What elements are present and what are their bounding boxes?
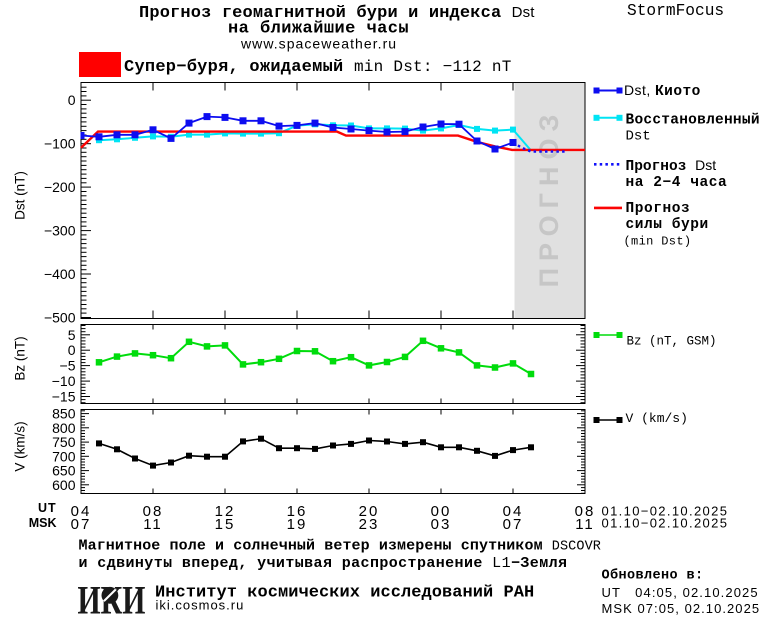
svg-text:ПРОГНОЗ: ПРОГНОЗ	[534, 108, 564, 288]
svg-text:0: 0	[68, 342, 76, 358]
svg-text:и сдвинуты вперед, учитывая ра: и сдвинуты вперед, учитывая распростране…	[79, 555, 568, 572]
svg-text:−5: −5	[60, 358, 76, 374]
svg-text:iki.cosmos.ru: iki.cosmos.ru	[156, 598, 245, 613]
svg-text:03: 03	[431, 516, 452, 533]
svg-text:V (km/s): V (km/s)	[13, 421, 28, 471]
svg-text:Dst, Киото: Dst, Киото	[624, 82, 701, 100]
svg-text:07: 07	[71, 516, 92, 533]
svg-text:MSK 07:05, 02.10.2025: MSK 07:05, 02.10.2025	[602, 601, 760, 616]
svg-text:Прогноз Dst: Прогноз Dst	[626, 157, 717, 175]
svg-text:5: 5	[68, 327, 76, 343]
svg-text:на 2−4 часа: на 2−4 часа	[626, 175, 728, 191]
svg-text:23: 23	[359, 516, 380, 533]
svg-text:Bz (nT, GSM): Bz (nT, GSM)	[627, 335, 717, 349]
svg-text:15: 15	[215, 516, 236, 533]
svg-text:Магнитное поле и солнечный вет: Магнитное поле и солнечный ветер измерен…	[79, 538, 602, 555]
svg-text:StormFocus: StormFocus	[627, 2, 724, 20]
svg-text:0: 0	[68, 92, 76, 108]
svg-text:−100: −100	[44, 136, 76, 152]
svg-text:−400: −400	[44, 266, 76, 282]
svg-text:07: 07	[503, 516, 524, 533]
svg-text:19: 19	[287, 516, 308, 533]
svg-text:600: 600	[52, 477, 76, 493]
svg-text:Dst (nT): Dst (nT)	[13, 171, 28, 220]
svg-text:UT: UT	[38, 501, 56, 515]
svg-text:−15: −15	[52, 389, 76, 405]
svg-text:Восстановленный: Восстановленный	[626, 113, 760, 129]
svg-text:Обновлено в:: Обновлено в:	[602, 567, 704, 583]
svg-text:Bz (nT): Bz (nT)	[13, 336, 28, 380]
svg-text:www.spaceweather.ru: www.spaceweather.ru	[240, 36, 397, 52]
svg-text:11: 11	[575, 516, 595, 533]
svg-text:Прогноз: Прогноз	[626, 201, 691, 217]
svg-text:11: 11	[143, 516, 163, 533]
svg-text:−10: −10	[52, 373, 76, 389]
svg-text:MSK: MSK	[29, 516, 57, 530]
svg-text:−200: −200	[44, 179, 76, 195]
svg-text:V (km/s): V (km/s)	[626, 411, 688, 426]
svg-text:силы бури: силы бури	[626, 217, 709, 233]
svg-text:−500: −500	[44, 310, 76, 326]
svg-text:Dst: Dst	[626, 129, 651, 145]
svg-text:Супер−буря, ожидаемый min Dst:: Супер−буря, ожидаемый min Dst: −112 nT	[124, 58, 512, 77]
svg-text:UT 04:05, 02.10.2025: UT 04:05, 02.10.2025	[602, 585, 759, 600]
svg-text:(min Dst): (min Dst)	[624, 235, 692, 249]
svg-text:01.10−02.10.2025: 01.10−02.10.2025	[602, 515, 729, 530]
svg-text:−300: −300	[44, 223, 76, 239]
